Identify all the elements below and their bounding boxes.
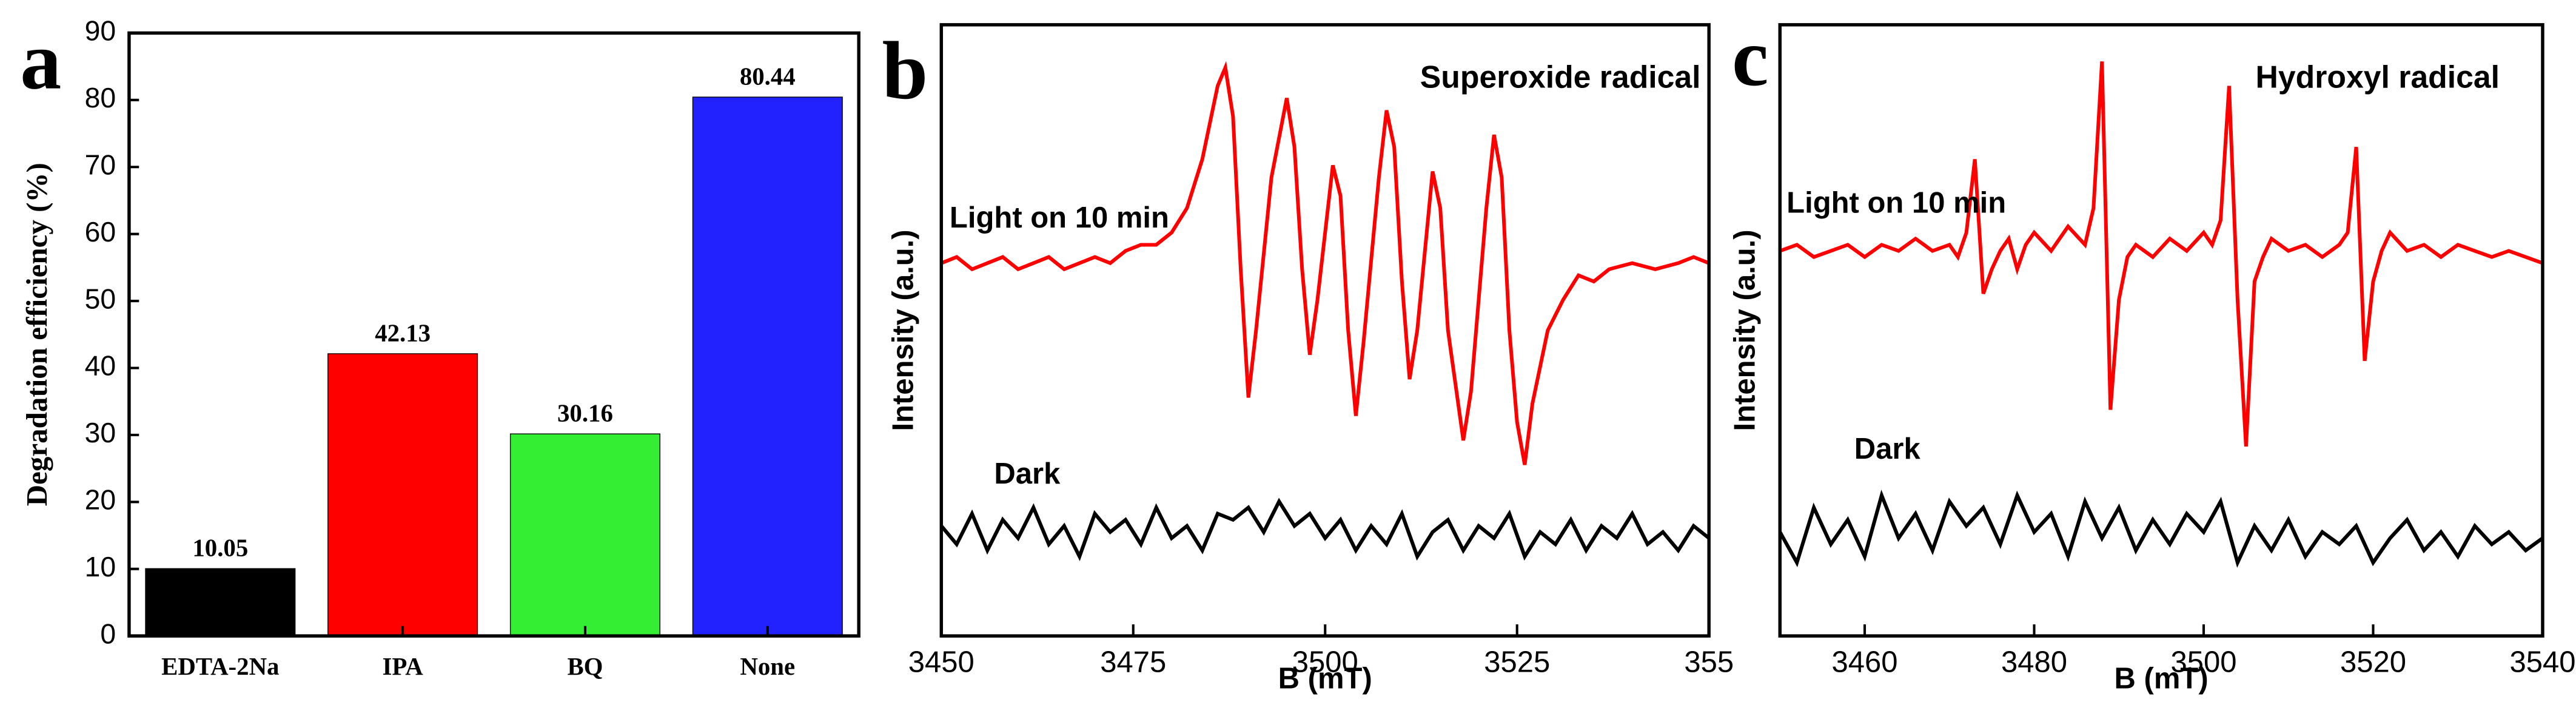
x-tick-label: 3500 <box>1292 646 1358 678</box>
x-tick-label: 355 <box>1684 646 1734 678</box>
series-label: Light on 10 min <box>1786 187 2006 220</box>
panel-letter: a <box>20 16 61 107</box>
y-axis-label: Degradation efficiency (%) <box>20 163 53 506</box>
series-label: Dark <box>994 457 1061 490</box>
y-axis-label: Intensity (a.u.) <box>887 229 919 431</box>
x-tick-label: 3500 <box>2170 646 2236 678</box>
y-tick-label: 90 <box>85 15 116 47</box>
x-tick-label: 3520 <box>2340 646 2406 678</box>
y-tick-label: 70 <box>85 149 116 180</box>
bar <box>327 353 478 636</box>
x-tick-label: IPA <box>382 653 423 680</box>
chart-title: Hydroxyl radical <box>2256 59 2500 94</box>
x-tick-label: 3540 <box>2509 646 2575 678</box>
x-tick-label: 3450 <box>908 646 974 678</box>
x-axis-label: B (mT) <box>1278 663 1372 695</box>
y-tick-label: 0 <box>100 618 116 649</box>
x-tick-label: 3475 <box>1100 646 1166 678</box>
axes-frame <box>939 23 1711 638</box>
value-label: 42.13 <box>375 319 431 346</box>
spectrum-line <box>941 61 1710 465</box>
x-axis-label: B (mT) <box>2115 663 2209 695</box>
x-tick-label: 3480 <box>2001 646 2067 678</box>
x-tick-label: 3460 <box>1832 646 1898 678</box>
series-label: Dark <box>1854 433 1921 465</box>
axes-frame <box>1778 23 2544 638</box>
x-tick-label: BQ <box>567 653 603 680</box>
bar <box>692 96 843 636</box>
axes-frame <box>127 31 860 638</box>
y-tick-label: 20 <box>85 484 116 516</box>
y-tick-label: 10 <box>85 551 116 582</box>
y-tick-label: 30 <box>85 417 116 448</box>
y-axis-label: Intensity (a.u.) <box>1729 229 1762 431</box>
panel-letter: c <box>1732 12 1768 103</box>
value-label: 30.16 <box>557 400 613 427</box>
x-tick-label: 3525 <box>1484 646 1550 678</box>
chart-title: Superoxide radical <box>1420 59 1701 94</box>
value-label: 10.05 <box>192 535 248 562</box>
panel-letter: b <box>882 25 928 116</box>
y-tick-label: 60 <box>85 216 116 248</box>
value-label: 80.44 <box>740 62 796 90</box>
y-tick-label: 80 <box>85 82 116 113</box>
spectrum-line <box>1779 61 2544 447</box>
spectrum-line <box>1778 490 2544 568</box>
x-tick-label: EDTA-2Na <box>161 653 279 680</box>
y-tick-label: 50 <box>85 283 116 314</box>
x-tick-label: None <box>740 653 795 680</box>
bar <box>509 433 660 636</box>
spectrum-line <box>940 498 1711 561</box>
y-tick-label: 40 <box>85 350 116 382</box>
bar <box>145 568 296 636</box>
series-label: Light on 10 min <box>950 201 1169 234</box>
